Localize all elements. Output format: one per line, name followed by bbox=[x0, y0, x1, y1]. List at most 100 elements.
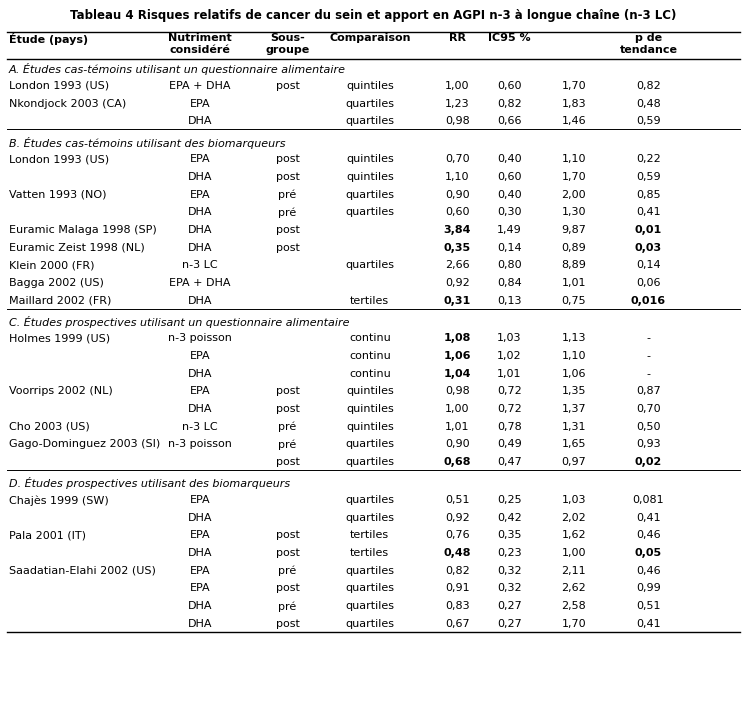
Text: 1,01: 1,01 bbox=[498, 369, 521, 379]
Text: pré: pré bbox=[279, 190, 297, 200]
Text: 0,41: 0,41 bbox=[636, 619, 660, 629]
Text: p de
tendance: p de tendance bbox=[619, 33, 678, 55]
Text: 0,40: 0,40 bbox=[498, 154, 521, 164]
Text: 1,65: 1,65 bbox=[562, 440, 586, 449]
Text: 0,98: 0,98 bbox=[444, 386, 470, 397]
Text: EPA: EPA bbox=[190, 566, 211, 576]
Text: Klein 2000 (FR): Klein 2000 (FR) bbox=[9, 260, 94, 270]
Text: 0,78: 0,78 bbox=[497, 422, 522, 432]
Text: Maillard 2002 (FR): Maillard 2002 (FR) bbox=[9, 296, 111, 306]
Text: post: post bbox=[276, 242, 300, 252]
Text: 0,72: 0,72 bbox=[497, 404, 522, 414]
Text: EPA: EPA bbox=[190, 351, 211, 361]
Text: 0,48: 0,48 bbox=[444, 548, 471, 558]
Text: post: post bbox=[276, 619, 300, 629]
Text: 0,30: 0,30 bbox=[498, 207, 521, 217]
Text: quartiles: quartiles bbox=[345, 260, 394, 270]
Text: tertiles: tertiles bbox=[350, 296, 389, 306]
Text: 0,48: 0,48 bbox=[636, 99, 661, 109]
Text: 0,13: 0,13 bbox=[498, 296, 521, 306]
Text: 0,80: 0,80 bbox=[498, 260, 521, 270]
Text: 1,06: 1,06 bbox=[444, 351, 471, 361]
Text: 9,87: 9,87 bbox=[561, 225, 586, 235]
Text: quintiles: quintiles bbox=[346, 81, 394, 91]
Text: 0,76: 0,76 bbox=[445, 531, 469, 541]
Text: DHA: DHA bbox=[188, 601, 212, 611]
Text: 0,92: 0,92 bbox=[444, 513, 470, 523]
Text: 0,98: 0,98 bbox=[444, 116, 470, 126]
Text: 0,081: 0,081 bbox=[633, 495, 664, 505]
Text: EPA: EPA bbox=[190, 386, 211, 397]
Text: 1,10: 1,10 bbox=[445, 172, 469, 182]
Text: 0,01: 0,01 bbox=[635, 225, 662, 235]
Text: 0,06: 0,06 bbox=[636, 278, 660, 288]
Text: 0,31: 0,31 bbox=[444, 296, 471, 306]
Text: 0,97: 0,97 bbox=[561, 457, 586, 467]
Text: EPA: EPA bbox=[190, 99, 211, 109]
Text: 0,66: 0,66 bbox=[498, 116, 521, 126]
Text: -: - bbox=[646, 369, 651, 379]
Text: quartiles: quartiles bbox=[345, 513, 394, 523]
Text: 1,10: 1,10 bbox=[562, 351, 586, 361]
Text: quintiles: quintiles bbox=[346, 386, 394, 397]
Text: 0,42: 0,42 bbox=[497, 513, 522, 523]
Text: post: post bbox=[276, 404, 300, 414]
Text: 0,82: 0,82 bbox=[444, 566, 470, 576]
Text: 0,84: 0,84 bbox=[497, 278, 522, 288]
Text: continu: continu bbox=[349, 334, 391, 343]
Text: pré: pré bbox=[279, 566, 297, 576]
Text: DHA: DHA bbox=[188, 619, 212, 629]
Text: DHA: DHA bbox=[188, 242, 212, 252]
Text: quartiles: quartiles bbox=[345, 116, 394, 126]
Text: D. Études prospectives utilisant des biomarqueurs: D. Études prospectives utilisant des bio… bbox=[9, 477, 290, 490]
Text: A. Études cas-témoins utilisant un questionnaire alimentaire: A. Études cas-témoins utilisant un quest… bbox=[9, 63, 346, 75]
Text: 0,70: 0,70 bbox=[445, 154, 469, 164]
Text: Nkondjock 2003 (CA): Nkondjock 2003 (CA) bbox=[9, 99, 126, 109]
Text: quartiles: quartiles bbox=[345, 99, 394, 109]
Text: DHA: DHA bbox=[188, 369, 212, 379]
Text: EPA: EPA bbox=[190, 154, 211, 164]
Text: EPA + DHA: EPA + DHA bbox=[170, 278, 231, 288]
Text: quartiles: quartiles bbox=[345, 457, 394, 467]
Text: Euramic Malaga 1998 (SP): Euramic Malaga 1998 (SP) bbox=[9, 225, 157, 235]
Text: 0,51: 0,51 bbox=[445, 495, 469, 505]
Text: 0,46: 0,46 bbox=[636, 531, 660, 541]
Text: 1,01: 1,01 bbox=[445, 422, 469, 432]
Text: quartiles: quartiles bbox=[345, 619, 394, 629]
Text: 0,41: 0,41 bbox=[636, 513, 660, 523]
Text: quartiles: quartiles bbox=[345, 601, 394, 611]
Text: 1,70: 1,70 bbox=[562, 172, 586, 182]
Text: 0,22: 0,22 bbox=[636, 154, 661, 164]
Text: 0,14: 0,14 bbox=[636, 260, 660, 270]
Text: 0,35: 0,35 bbox=[498, 531, 521, 541]
Text: post: post bbox=[276, 225, 300, 235]
Text: 1,02: 1,02 bbox=[498, 351, 521, 361]
Text: post: post bbox=[276, 172, 300, 182]
Text: -: - bbox=[646, 334, 651, 343]
Text: post: post bbox=[276, 531, 300, 541]
Text: 0,25: 0,25 bbox=[498, 495, 521, 505]
Text: quartiles: quartiles bbox=[345, 495, 394, 505]
Text: 1,23: 1,23 bbox=[445, 99, 469, 109]
Text: quintiles: quintiles bbox=[346, 404, 394, 414]
Text: 0,49: 0,49 bbox=[497, 440, 522, 449]
Text: 0,41: 0,41 bbox=[636, 207, 660, 217]
Text: 0,23: 0,23 bbox=[498, 548, 521, 558]
Text: continu: continu bbox=[349, 351, 391, 361]
Text: 1,00: 1,00 bbox=[562, 548, 586, 558]
Text: 1,49: 1,49 bbox=[497, 225, 522, 235]
Text: 0,59: 0,59 bbox=[636, 116, 660, 126]
Text: 1,03: 1,03 bbox=[562, 495, 586, 505]
Text: 0,89: 0,89 bbox=[561, 242, 586, 252]
Text: tertiles: tertiles bbox=[350, 548, 389, 558]
Text: 0,60: 0,60 bbox=[498, 81, 521, 91]
Text: 0,83: 0,83 bbox=[445, 601, 469, 611]
Text: 0,016: 0,016 bbox=[630, 296, 666, 306]
Text: quartiles: quartiles bbox=[345, 440, 394, 449]
Text: 0,92: 0,92 bbox=[444, 278, 470, 288]
Text: n-3 poisson: n-3 poisson bbox=[168, 440, 232, 449]
Text: 1,70: 1,70 bbox=[562, 619, 586, 629]
Text: 1,08: 1,08 bbox=[444, 334, 471, 343]
Text: 0,87: 0,87 bbox=[636, 386, 661, 397]
Text: EPA: EPA bbox=[190, 495, 211, 505]
